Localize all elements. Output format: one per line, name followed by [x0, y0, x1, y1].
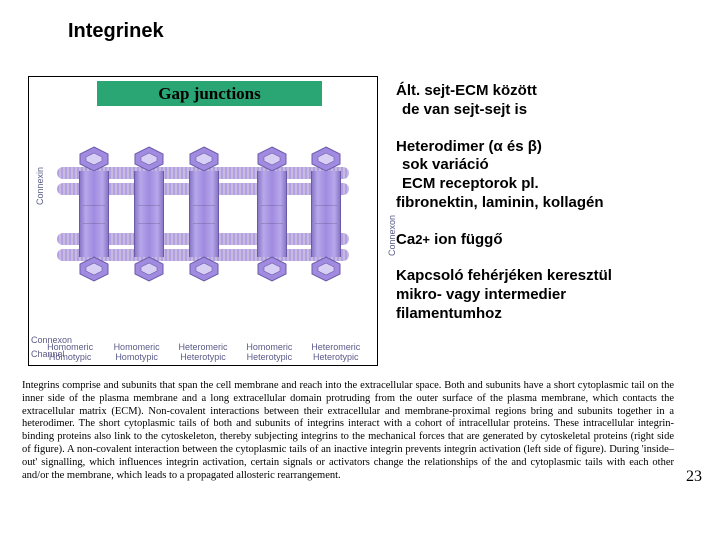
body-paragraph: Integrins comprise and subunits that spa…	[22, 380, 674, 482]
hexagon-icon	[255, 145, 289, 173]
text-line: sok variáció	[396, 156, 702, 175]
column-label: HeteromericHeterotypic	[177, 343, 229, 363]
subscript: 2+	[415, 232, 430, 247]
connexon-column	[132, 145, 166, 283]
column-label: HomomericHomotypic	[111, 343, 163, 363]
page-number: 23	[686, 468, 702, 486]
figure-diagram: Connexin Connexon	[37, 115, 369, 325]
hexagon-icon	[255, 255, 289, 283]
hexagon-icon	[77, 255, 111, 283]
text-line: Kapcsoló fehérjéken keresztül	[396, 267, 702, 286]
column-label: HeteromericHeterotypic	[310, 343, 362, 363]
text-block-1: Ált. sejt-ECM között de van sejt-sejt is	[396, 82, 702, 120]
text-line: de van sejt-sejt is	[396, 101, 702, 120]
connexon-barrel	[189, 171, 219, 257]
text-line: Heterodimer (α és β)	[396, 138, 702, 157]
text-line: ion függő	[430, 231, 502, 248]
text-line: Ca	[396, 231, 415, 248]
column-label: HomomericHeterotypic	[243, 343, 295, 363]
hexagon-icon	[309, 255, 343, 283]
connexon-barrel	[134, 171, 164, 257]
text-line: Ált. sejt-ECM között	[396, 82, 702, 101]
page-title: Integrinek	[68, 20, 164, 43]
connexon-barrel	[79, 171, 109, 257]
connexon-barrel	[311, 171, 341, 257]
connexon-column	[77, 145, 111, 283]
hexagon-icon	[187, 255, 221, 283]
text-line: ECM receptorok pl.	[396, 175, 702, 194]
connexon-barrel	[257, 171, 287, 257]
connexin-axis-label: Connexin	[35, 167, 45, 205]
text-block-4: Kapcsoló fehérjéken keresztül mikro- vag…	[396, 267, 702, 323]
figure-header-text: Gap junctions	[158, 84, 261, 104]
figure-header-bar: Gap junctions	[97, 81, 322, 106]
figure-column-labels: HomomericHomotypic HomomericHomotypic Hete…	[37, 343, 369, 363]
text-line: mikro- vagy intermedier	[396, 286, 702, 305]
right-text-column: Ált. sejt-ECM között de van sejt-sejt is…	[396, 82, 702, 342]
connexon-column	[255, 145, 289, 283]
column-label: HomomericHomotypic	[44, 343, 96, 363]
text-line: filamentumhoz	[396, 305, 702, 324]
connexon-column	[309, 145, 343, 283]
hexagon-icon	[77, 145, 111, 173]
text-block-3: Ca2+ ion függő	[396, 231, 702, 250]
hexagon-icon	[132, 255, 166, 283]
text-line: fibronektin, laminin, kollagén	[396, 194, 702, 213]
hexagon-icon	[132, 145, 166, 173]
gap-junctions-figure: Gap junctions Connexin Connexon Connexon…	[28, 76, 378, 366]
hexagon-icon	[187, 145, 221, 173]
hexagon-icon	[309, 145, 343, 173]
connexon-column	[187, 145, 221, 283]
text-block-2: Heterodimer (α és β) sok variáció ECM re…	[396, 138, 702, 213]
